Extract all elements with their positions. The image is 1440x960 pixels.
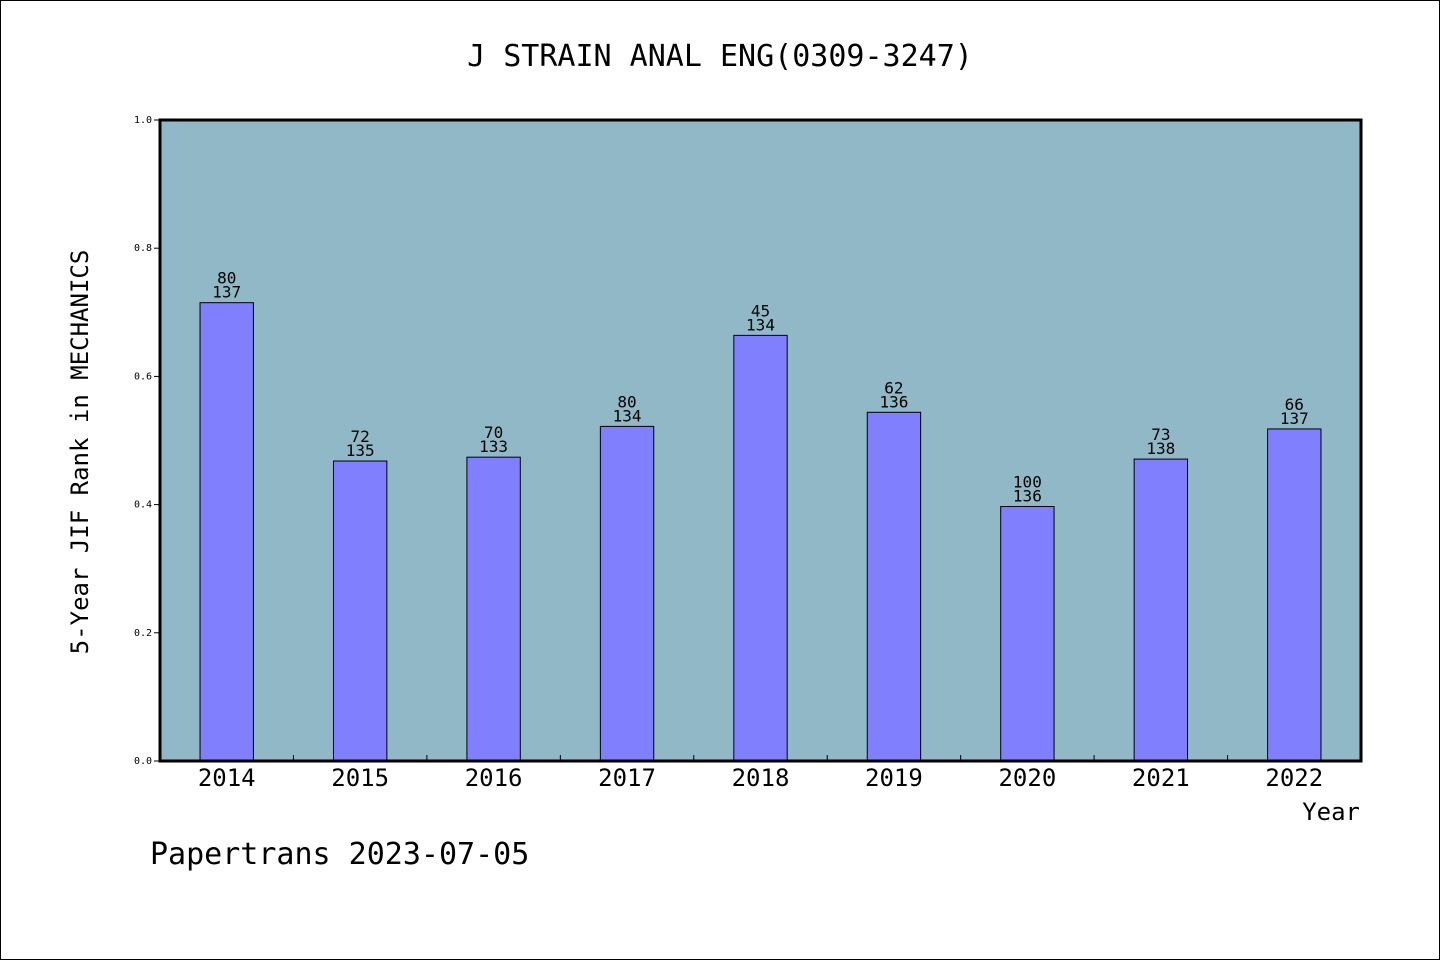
y-axis-ticks: 0.0 0.2 0.4 0.6 0.8 1.0 bbox=[134, 115, 160, 767]
x-axis-ticks: 2014 2015 2016 2017 2018 2019 2020 2021 2022 bbox=[198, 755, 1323, 792]
x-tick-label-2014: 2014 bbox=[198, 764, 256, 792]
x-tick-label-2016: 2016 bbox=[465, 764, 523, 792]
bar-label-total-2019: 136 bbox=[879, 392, 908, 411]
bar-labels-group: 8013772135701338013445134621361001367313… bbox=[212, 269, 1308, 506]
bar-label-total-2020: 136 bbox=[1013, 487, 1042, 506]
bar-2014 bbox=[199, 302, 254, 762]
bar-2017 bbox=[599, 425, 655, 762]
bar-label-total-2016: 133 bbox=[479, 437, 508, 456]
y-tick-label: 1.0 bbox=[134, 115, 152, 126]
y-tick-label: 0.2 bbox=[134, 628, 152, 639]
y-tick-label: 0.4 bbox=[134, 500, 152, 511]
bar-label-rank-2020: 100 bbox=[1013, 473, 1042, 492]
bar-label-rank-2014: 80 bbox=[217, 269, 236, 288]
bar-2022 bbox=[1267, 428, 1322, 762]
bar-label-total-2017: 134 bbox=[613, 406, 642, 425]
bar-2020 bbox=[1000, 506, 1055, 762]
plot-border bbox=[158, 118, 1363, 763]
x-tick-label-2022: 2022 bbox=[1265, 764, 1323, 792]
x-tick-label-2021: 2021 bbox=[1132, 764, 1190, 792]
x-axis-label: Year bbox=[1302, 798, 1360, 826]
footer-credit: Papertrans 2023-07-05 bbox=[150, 837, 529, 872]
bar-2015 bbox=[332, 460, 388, 762]
bar-label-rank-2018: 45 bbox=[751, 301, 770, 320]
bar-2016 bbox=[466, 456, 521, 762]
bar-label-rank-2021: 73 bbox=[1151, 425, 1170, 444]
x-tick-label-2020: 2020 bbox=[998, 764, 1056, 792]
x-tick-label-2018: 2018 bbox=[732, 764, 790, 792]
bar-label-total-2018: 134 bbox=[746, 315, 775, 334]
x-tick-label-2019: 2019 bbox=[865, 764, 923, 792]
bar-label-rank-2019: 62 bbox=[884, 378, 903, 397]
bars-group bbox=[199, 302, 1322, 762]
y-tick-label: 0.8 bbox=[134, 243, 152, 254]
bar-label-rank-2016: 70 bbox=[484, 423, 503, 442]
y-axis-label: 5-Year JIF Rank in MECHANICS bbox=[66, 250, 94, 655]
chart-title: J STRAIN ANAL ENG(0309-3247) bbox=[467, 39, 973, 74]
bar-label-rank-2017: 80 bbox=[617, 392, 636, 411]
bar-label-rank-2022: 66 bbox=[1285, 395, 1304, 414]
x-tick-label-2015: 2015 bbox=[331, 764, 389, 792]
bar-label-total-2015: 135 bbox=[346, 441, 375, 460]
bar-label-total-2022: 137 bbox=[1280, 409, 1309, 428]
bar-2021 bbox=[1133, 458, 1189, 762]
bar-2018 bbox=[733, 334, 788, 762]
y-tick-label: 0.6 bbox=[134, 371, 152, 382]
y-tick-label: 0.0 bbox=[134, 756, 152, 767]
bar-label-total-2021: 138 bbox=[1146, 439, 1175, 458]
bar-label-rank-2015: 72 bbox=[351, 427, 370, 446]
bar-2019 bbox=[866, 411, 922, 762]
x-tick-label-2017: 2017 bbox=[598, 764, 656, 792]
bar-label-total-2014: 137 bbox=[212, 283, 241, 302]
